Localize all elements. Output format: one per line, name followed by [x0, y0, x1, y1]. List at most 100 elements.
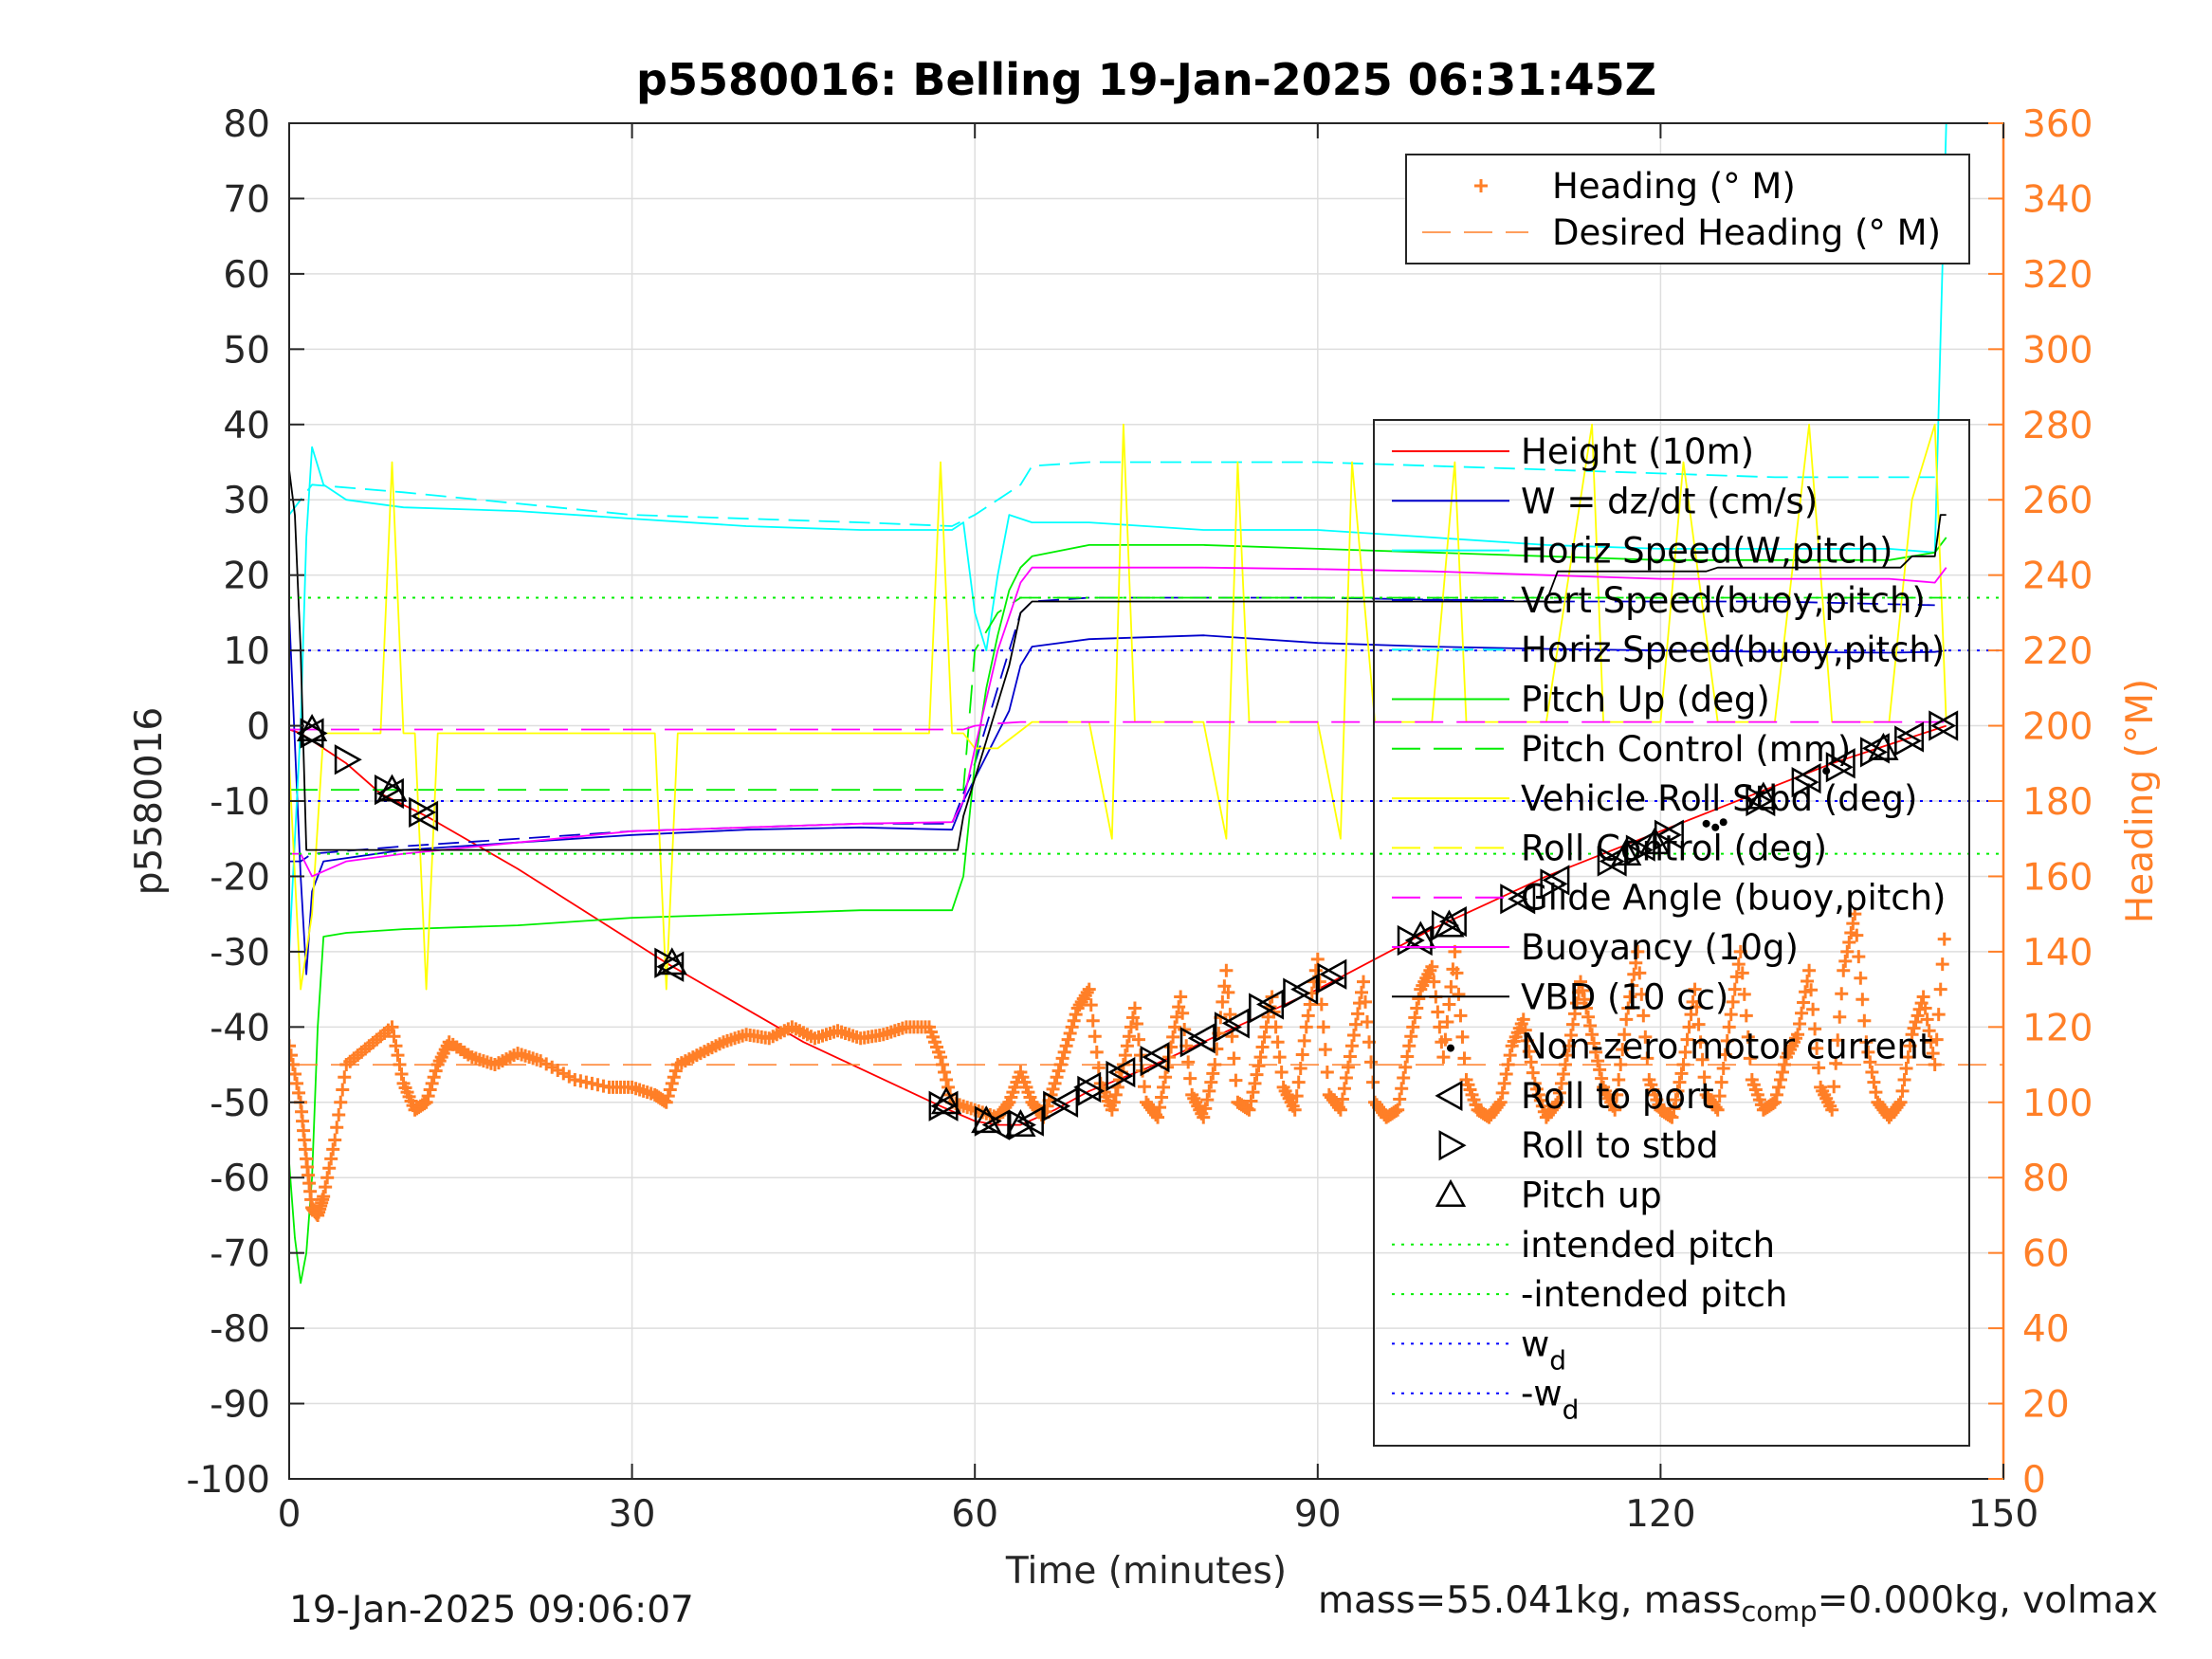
- heading-point: [1678, 1045, 1692, 1059]
- heading-point: [385, 1020, 399, 1034]
- heading-point: [1769, 1087, 1783, 1102]
- heading-point: [1127, 1001, 1142, 1015]
- legend-entry-label: Roll to port: [1521, 1076, 1714, 1117]
- heading-point: [1846, 917, 1860, 931]
- legend-entry-label: Horiz Speed(buoy,pitch): [1521, 629, 1945, 670]
- heading-point: [1775, 1066, 1789, 1079]
- marker-roll-to-stbd: [1500, 884, 1528, 915]
- marker-roll-to-stbd: [1929, 710, 1957, 741]
- marker-roll-to-port: [1542, 865, 1570, 896]
- x-tick-label: 90: [1294, 1493, 1342, 1536]
- heading-point: [668, 1064, 683, 1078]
- heading-point: [1522, 1045, 1536, 1059]
- heading-point: [1616, 1043, 1630, 1057]
- legend-entry-subscript: d: [1549, 1344, 1566, 1376]
- heading-point: [1359, 994, 1373, 1009]
- legend-entry-label: VBD (10 cc): [1521, 976, 1728, 1017]
- heading-point: [1089, 1045, 1104, 1059]
- heading-point: [1865, 1066, 1879, 1079]
- heading-point: [1425, 959, 1439, 974]
- heading-point: [1568, 1007, 1581, 1021]
- heading-point: [1450, 966, 1464, 980]
- heading-point: [1825, 1103, 1839, 1117]
- heading-point: [1688, 982, 1702, 996]
- heading-point: [1398, 1060, 1413, 1074]
- marker-roll-to-stbd: [1106, 1060, 1134, 1092]
- x-axis-label: Time (minutes): [1005, 1550, 1287, 1593]
- heading-point: [1861, 1045, 1875, 1059]
- heading-point: [1065, 1020, 1079, 1034]
- heading-point: [1735, 966, 1749, 980]
- heading-point: [1722, 1020, 1736, 1034]
- mass-text-post: =0.000kg, volmax: [1817, 1579, 2158, 1622]
- heading-point: [1709, 1101, 1723, 1115]
- heading-point: [1406, 1020, 1420, 1034]
- heading-point: [1901, 1050, 1915, 1065]
- heading-point: [1629, 956, 1643, 970]
- marker-roll-to-port: [1827, 748, 1856, 779]
- heading-point: [1493, 1095, 1508, 1109]
- marker-roll-to-stbd: [1791, 767, 1819, 798]
- heading-point: [421, 1089, 435, 1103]
- heading-point: [1320, 1066, 1334, 1079]
- heading-point: [938, 1066, 952, 1079]
- heading-point: [1669, 1093, 1683, 1107]
- heading-point: [1576, 983, 1590, 997]
- heading-point: [1640, 1051, 1654, 1066]
- marker-roll-to-port: [1508, 884, 1536, 915]
- heading-point: [1850, 928, 1864, 942]
- marker-motor-current: [1822, 767, 1831, 775]
- legend-entry-label: Height (10m): [1521, 431, 1754, 472]
- heading-point: [1618, 1028, 1632, 1042]
- heading-point: [1176, 1006, 1190, 1020]
- legend-entry-label: Vehicle Roll Stbd (deg): [1521, 778, 1917, 819]
- marker-roll-to-port: [1107, 1056, 1136, 1088]
- heading-point: [1269, 1020, 1283, 1034]
- marker-pitch-up: [1868, 732, 1899, 760]
- plot-markers: [296, 710, 1959, 1140]
- x-tick-label: 30: [609, 1493, 656, 1536]
- y-tick-label-right: 360: [2022, 103, 2093, 146]
- heading-point: [1346, 1028, 1361, 1042]
- heading-point: [1697, 1070, 1711, 1085]
- heading-point: [1724, 1008, 1738, 1022]
- heading-point: [1057, 1045, 1071, 1059]
- heading-point: [1400, 1049, 1415, 1064]
- heading-point: [1341, 1060, 1355, 1074]
- heading-point: [1253, 1050, 1268, 1065]
- y-tick-label-left: 0: [247, 706, 270, 749]
- heading-point: [1612, 1072, 1626, 1086]
- legend-entry-subscript: d: [1563, 1395, 1580, 1426]
- y-tick-label-right: 260: [2022, 480, 2093, 522]
- heading-point: [1909, 1015, 1923, 1030]
- y-tick-label-right: 160: [2022, 856, 2093, 899]
- heading-point: [1710, 1103, 1725, 1117]
- heading-point: [1397, 1070, 1411, 1085]
- legend-entry-label: W = dz/dt (cm/s): [1521, 481, 1818, 521]
- marker-motor-current: [1711, 823, 1720, 831]
- heading-point: [1797, 995, 1811, 1010]
- heading-point: [1431, 1005, 1445, 1019]
- heading-point: [1552, 1085, 1566, 1100]
- legend-entry-label: Roll to stbd: [1521, 1125, 1719, 1166]
- heading-point: [1181, 1055, 1196, 1069]
- y-tick-label-left: 50: [223, 329, 270, 372]
- heading-point: [1197, 1110, 1211, 1124]
- heading-point: [1350, 1007, 1364, 1021]
- heading-point: [1427, 975, 1441, 989]
- heading-point: [1048, 1076, 1062, 1090]
- heading-point: [1412, 992, 1426, 1006]
- legend-heading-label: Heading (° M): [1552, 166, 1796, 207]
- heading-point: [1897, 1072, 1911, 1086]
- heading-point: [1741, 1030, 1755, 1044]
- marker-roll-to-stbd: [1597, 846, 1625, 877]
- heading-point: [1526, 1066, 1540, 1080]
- axes: 0 30 60 90 120 15080706050403020100-10-20-30-…: [186, 103, 2093, 1536]
- heading-point: [1802, 963, 1817, 977]
- heading-point: [1556, 1066, 1570, 1081]
- heading-point: [1452, 987, 1466, 1001]
- y-tick-label-left: -30: [210, 932, 270, 975]
- marker-pitch-up: [1639, 827, 1671, 855]
- y-tick-label-right: 80: [2022, 1158, 2070, 1200]
- heading-point: [1337, 1082, 1351, 1096]
